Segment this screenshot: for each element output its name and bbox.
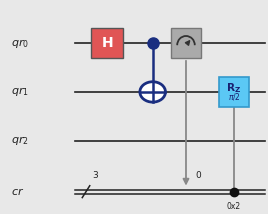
- Bar: [171, 28, 201, 58]
- Text: $qr_1$: $qr_1$: [11, 85, 29, 98]
- Text: $cr$: $cr$: [11, 186, 25, 197]
- Text: $\mathbf{R_Z}$: $\mathbf{R_Z}$: [226, 82, 241, 95]
- Text: 0x2: 0x2: [227, 202, 241, 211]
- Text: 0: 0: [195, 171, 201, 180]
- Text: 3: 3: [92, 171, 98, 180]
- Text: $\pi/2$: $\pi/2$: [228, 91, 240, 102]
- Text: $qr_2$: $qr_2$: [11, 134, 29, 147]
- Text: H: H: [102, 36, 113, 50]
- Bar: [219, 77, 249, 107]
- Circle shape: [140, 82, 165, 102]
- Text: $qr_0$: $qr_0$: [11, 37, 29, 50]
- Bar: [91, 28, 123, 58]
